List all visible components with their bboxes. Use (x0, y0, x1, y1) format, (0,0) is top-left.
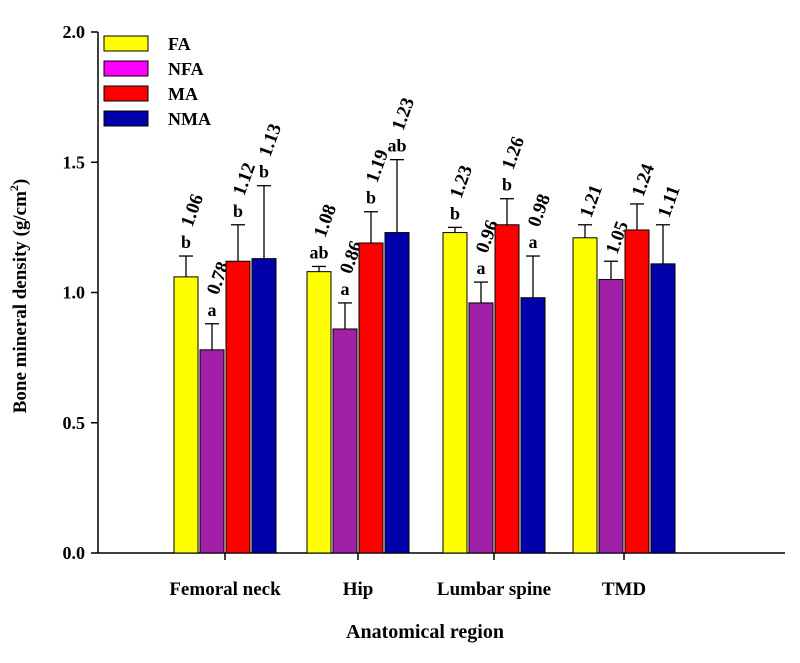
data-label: 1.23 (388, 95, 419, 133)
x-tick-label: Lumbar spine (437, 579, 551, 600)
significance-letter: b (450, 203, 460, 223)
bar-nma (650, 263, 676, 554)
bar-nma (520, 297, 546, 554)
data-label: 1.24 (628, 161, 659, 200)
significance-letter: a (529, 232, 538, 252)
y-axis-title-main: Bone mineral density (g/cm (10, 191, 31, 413)
data-label: 1.06 (177, 191, 208, 229)
legend-swatch-nfa (103, 60, 149, 77)
y-tick-label: 1.0 (63, 283, 86, 303)
y-tick-label: 2.0 (63, 22, 86, 42)
bar-ma (494, 224, 520, 554)
y-tick-label: 1.5 (63, 152, 86, 172)
data-label: 1.26 (498, 134, 529, 172)
data-label: 1.08 (310, 202, 341, 240)
bar-ma (358, 242, 384, 554)
x-tick-label: Femoral neck (169, 579, 281, 600)
data-label: 1.21 (576, 182, 607, 220)
y-axis-title-close: ) (10, 179, 31, 185)
significance-letter: b (502, 175, 512, 195)
bar-fa (572, 237, 598, 554)
bar-nma (251, 258, 277, 554)
plot-area: 0.0 0.5 1.0 1.5 2.0 Femoral neck Hip Lumbar spi… (63, 22, 785, 600)
x-tick-label: Hip (343, 579, 374, 600)
legend-swatch-fa (103, 35, 149, 52)
legend-label-nfa: NFA (168, 59, 204, 79)
bar-fa (173, 276, 199, 554)
data-label: 1.23 (446, 163, 477, 201)
y-tick-label: 0.5 (63, 413, 86, 433)
y-axis-title: Bone mineral density (g/cm2) (7, 179, 31, 414)
legend-swatch-ma (103, 85, 149, 102)
bar-nfa (199, 349, 225, 554)
bar-nfa (332, 328, 358, 554)
y-tick-label: 0.0 (63, 543, 86, 563)
bar-fa (306, 271, 332, 554)
x-axis-title: Anatomical region (346, 621, 504, 643)
data-label: 1.11 (654, 183, 685, 220)
significance-letter: b (366, 188, 376, 208)
significance-letter: b (233, 201, 243, 221)
significance-letter: a (341, 279, 350, 299)
data-label: 1.12 (229, 160, 260, 198)
significance-letter: b (181, 232, 191, 252)
x-tick-label: TMD (602, 579, 646, 600)
significance-letter: b (259, 162, 269, 182)
legend-label-nma: NMA (168, 109, 211, 129)
bar-nfa (468, 302, 494, 554)
significance-letter: ab (387, 136, 406, 156)
bar-nfa (598, 278, 624, 554)
significance-letter: a (477, 258, 486, 278)
significance-letter: ab (309, 242, 328, 262)
y-axis-title-sup: 2 (7, 185, 21, 191)
bar-nma (384, 232, 410, 554)
bar-fa (442, 232, 468, 554)
legend-swatch-nma (103, 110, 149, 127)
significance-letter: a (208, 300, 217, 320)
legend-label-ma: MA (168, 84, 198, 104)
data-label: 0.98 (524, 191, 555, 229)
bar-ma (624, 229, 650, 554)
bar-ma (225, 260, 251, 554)
data-label: 1.13 (255, 121, 286, 159)
legend-label-fa: FA (168, 34, 191, 54)
